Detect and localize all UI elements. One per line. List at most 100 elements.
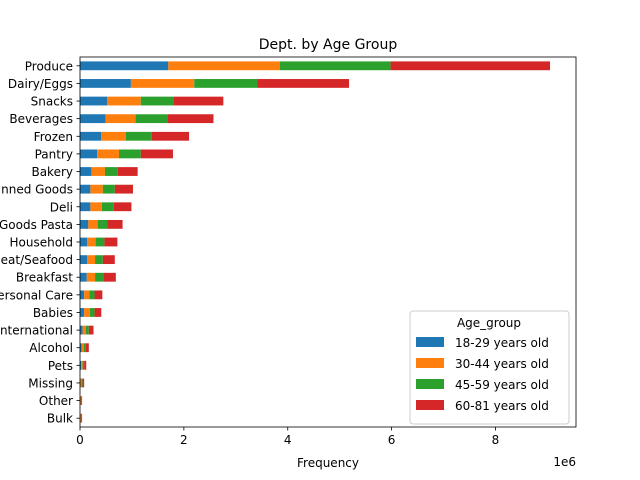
bar-segment — [82, 378, 85, 388]
bar-segment — [80, 114, 106, 124]
bar-segment — [81, 396, 83, 405]
bar-segment — [90, 184, 103, 194]
y-tick-label: Personal Care — [0, 288, 73, 302]
bar-segment — [80, 360, 82, 370]
bar-segment — [81, 343, 84, 353]
chart-title: Dept. by Age Group — [259, 37, 398, 53]
bar-segment — [81, 413, 82, 423]
bar-segment — [80, 396, 82, 405]
bar-segment — [80, 290, 85, 300]
bar-segment — [84, 360, 87, 370]
bar-segment — [140, 149, 173, 159]
bar-segment — [80, 237, 88, 247]
x-tick-label: 6 — [388, 433, 396, 447]
bar-segment — [86, 272, 96, 282]
x-tick-label: 2 — [180, 433, 188, 447]
bar-segment — [85, 343, 89, 353]
y-tick-label: Pets — [48, 359, 73, 373]
bar-segment — [174, 96, 224, 106]
bar-segment — [97, 149, 119, 159]
bar-segment — [118, 149, 141, 159]
bar-segment — [80, 343, 82, 353]
legend-swatch — [416, 337, 444, 347]
bar-segment — [83, 343, 86, 353]
bar-segment — [151, 131, 190, 141]
legend-swatch — [416, 358, 444, 368]
bar-segment — [80, 325, 83, 335]
bar-segment — [80, 413, 82, 423]
bar-segment — [105, 114, 136, 124]
y-tick-label: Breakfast — [16, 271, 73, 285]
bar-segment — [130, 79, 195, 88]
bar-segment — [97, 219, 108, 229]
bar-segment — [91, 167, 105, 176]
bar-segment — [113, 202, 132, 212]
bar-segment — [80, 255, 88, 265]
bar-segment — [102, 255, 115, 265]
y-tick-label: Dry Goods Pasta — [0, 218, 73, 232]
legend-title: Age_group — [457, 316, 521, 330]
bar-segment — [85, 325, 89, 335]
bar-segment — [140, 96, 175, 106]
bars-group — [80, 61, 551, 423]
bar-segment — [80, 167, 92, 176]
y-tick-label: Pantry — [35, 147, 73, 161]
x-axis-offset-label: 1e6 — [553, 455, 576, 469]
bar-segment — [80, 202, 91, 212]
x-tick-label: 8 — [492, 433, 500, 447]
y-tick-label: Snacks — [31, 95, 73, 109]
y-tick-label: Bulk — [47, 412, 73, 426]
bar-segment — [95, 237, 105, 247]
bar-segment — [81, 378, 83, 388]
bar-segment — [88, 219, 98, 229]
bar-segment — [81, 396, 82, 405]
bar-segment — [107, 219, 123, 229]
y-tick-label: Canned Goods — [0, 183, 73, 197]
bar-segment — [168, 61, 280, 71]
y-tick-label: Frozen — [34, 130, 73, 144]
bar-segment — [82, 325, 86, 335]
x-axis-label: Frequency — [297, 456, 359, 470]
bar-segment — [82, 360, 85, 370]
bar-segment — [81, 413, 83, 423]
y-tick-label: Bakery — [31, 165, 73, 179]
bar-segment — [94, 290, 103, 300]
bar-segment — [117, 167, 138, 176]
bar-segment — [87, 255, 96, 265]
bar-segment — [390, 61, 551, 71]
bar-segment — [80, 79, 131, 88]
legend-label: 18-29 years old — [455, 336, 549, 350]
bar-segment — [89, 308, 95, 317]
bar-segment — [194, 79, 258, 88]
y-tick-label: Other — [39, 394, 73, 408]
bar-segment — [87, 237, 96, 247]
y-tick-label: International — [0, 324, 73, 338]
legend: Age_group 18-29 years old 30-44 years old… — [409, 310, 570, 425]
bar-segment — [80, 308, 85, 317]
bar-segment — [80, 272, 87, 282]
y-tick-label: Missing — [28, 376, 73, 390]
bar-segment — [257, 79, 350, 88]
bar-segment — [94, 308, 102, 317]
bar-segment — [80, 96, 108, 106]
bar-segment — [80, 184, 91, 194]
bar-segment — [84, 290, 90, 300]
y-tick-label: Household — [9, 236, 73, 250]
bar-segment — [135, 114, 168, 124]
legend-label: 60-81 years old — [455, 399, 549, 413]
bar-segment — [80, 378, 82, 388]
y-tick-label: Beverages — [9, 112, 73, 126]
x-tick-label: 4 — [284, 433, 292, 447]
y-tick-label: Dairy/Eggs — [8, 77, 73, 91]
bar-segment — [81, 360, 83, 370]
legend-label: 30-44 years old — [455, 357, 549, 371]
bar-segment — [102, 184, 115, 194]
bar-segment — [80, 61, 169, 71]
x-axis: 0 2 4 6 8 — [76, 427, 499, 447]
bar-segment — [167, 114, 214, 124]
y-tick-label: Deli — [50, 200, 73, 214]
bar-segment — [104, 167, 118, 176]
y-tick-label: Alcohol — [29, 341, 73, 355]
bar-segment — [80, 219, 89, 229]
